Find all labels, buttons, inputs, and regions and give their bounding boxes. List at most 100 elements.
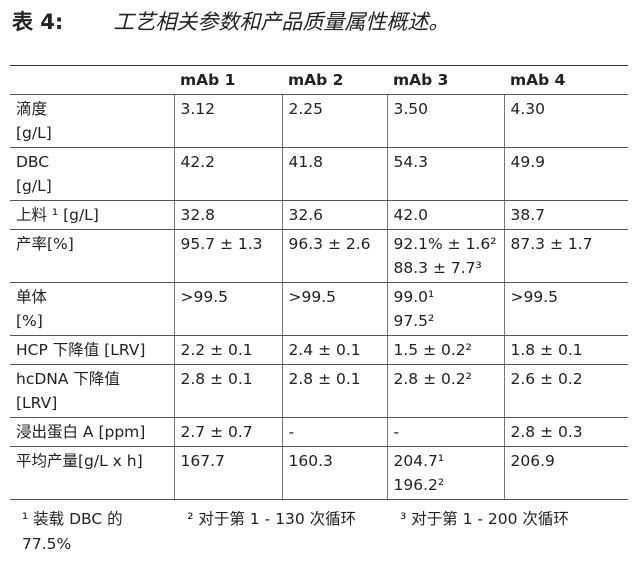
- table-row: hcDNA 下降值 [LRV] 2.8 ± 0.1 2.8 ± 0.1 2.8 ± 0.…: [10, 364, 628, 418]
- cell-line: [%]: [16, 312, 43, 330]
- table: mAb 1 mAb 2 mAb 3 mAb 4 滴度 [g/L] 3.12 2.25 3.50…: [10, 65, 628, 500]
- table-row: 单体 [%] >99.5 >99.5 99.0¹ 97.5² >99.5: [10, 282, 628, 336]
- cell-line: 42.0: [393, 206, 429, 224]
- column-header: mAb 2: [282, 65, 387, 95]
- cell-line: 2.7 ± 0.7: [180, 423, 253, 441]
- table-cell: 2.25: [281, 94, 387, 148]
- table-cell: hcDNA 下降值 [LRV]: [10, 364, 174, 418]
- cell-line: 1.5 ± 0.2²: [393, 341, 472, 359]
- table-label: 表 4:: [12, 10, 64, 34]
- cell-line: ¹ 装载 DBC 的: [22, 510, 123, 528]
- cell-line: 87.3 ± 1.7: [510, 235, 593, 253]
- table-cell: 87.3 ± 1.7: [503, 229, 628, 283]
- cell-line: 204.7¹: [393, 452, 445, 470]
- table-cell: 2.8 ± 0.3: [503, 417, 628, 447]
- cell-line: 54.3: [393, 153, 429, 171]
- table-row: 产率[%] 95.7 ± 1.3 96.3 ± 2.6 92.1% ± 1.6² 88.…: [10, 229, 628, 283]
- cell-line: hcDNA 下降值: [16, 370, 120, 388]
- cell-line: 4.30: [510, 100, 546, 118]
- cell-line: 上料 ¹ [g/L]: [16, 206, 99, 224]
- table-cell: HCP 下降值 [LRV]: [10, 335, 174, 365]
- table-cell: 1.8 ± 0.1: [503, 335, 628, 365]
- footnote: ³ 对于第 1 - 200 次循环: [388, 507, 628, 557]
- table-cell: 206.9: [503, 446, 628, 500]
- table-cell: 49.9: [503, 147, 628, 201]
- table-body: 滴度 [g/L] 3.12 2.25 3.50 4.30 DBC [g/L] 42.2 41.8 5…: [10, 94, 628, 500]
- table-cell: 2.8 ± 0.1: [281, 364, 387, 418]
- footnotes: ¹ 装载 DBC 的 77.5% ² 对于第 1 - 130 次循环 ³ 对于第 1 …: [10, 507, 628, 557]
- cell-line: 38.7: [510, 206, 546, 224]
- table-cell: 4.30: [503, 94, 628, 148]
- table-cell: 38.7: [503, 200, 628, 230]
- table-cell: 滴度 [g/L]: [10, 94, 174, 148]
- cell-line: 3.50: [393, 100, 429, 118]
- table-cell: -: [281, 417, 387, 447]
- cell-line: ³ 对于第 1 - 200 次循环: [400, 510, 569, 528]
- table-title: 工艺相关参数和产品质量属性概述。: [113, 10, 450, 34]
- table-cell: 产率[%]: [10, 229, 174, 283]
- cell-line: 3.12: [180, 100, 216, 118]
- cell-line: 2.2 ± 0.1: [180, 341, 253, 359]
- column-header: mAb 3: [387, 65, 504, 95]
- cell-line: 产率[%]: [16, 235, 74, 253]
- cell-line: 32.6: [288, 206, 324, 224]
- cell-line: 2.8 ± 0.1: [180, 370, 253, 388]
- table-cell: 32.6: [281, 200, 387, 230]
- table-cell: 2.8 ± 0.1: [173, 364, 282, 418]
- table-cell: 95.7 ± 1.3: [173, 229, 282, 283]
- cell-line: 99.0¹: [393, 288, 435, 306]
- table-cell: 2.4 ± 0.1: [281, 335, 387, 365]
- table-cell: 32.8: [173, 200, 282, 230]
- column-header: mAb 1: [174, 65, 282, 95]
- header-row: mAb 1 mAb 2 mAb 3 mAb 4: [10, 65, 628, 95]
- cell-line: 2.6 ± 0.2: [510, 370, 583, 388]
- table-cell: 单体 [%]: [10, 282, 174, 336]
- cell-line: 77.5%: [22, 535, 72, 553]
- cell-line: 196.2²: [393, 476, 445, 494]
- table-cell: 3.50: [386, 94, 504, 148]
- table-cell: 2.6 ± 0.2: [503, 364, 628, 418]
- cell-line: 88.3 ± 7.7³: [393, 259, 482, 277]
- table-cell: 3.12: [173, 94, 282, 148]
- cell-line: 92.1% ± 1.6²: [393, 235, 497, 253]
- cell-line: HCP 下降值 [LRV]: [16, 341, 146, 359]
- table-cell: >99.5: [503, 282, 628, 336]
- table-row: 浸出蛋白 A [ppm] 2.7 ± 0.7 - - 2.8 ± 0.3: [10, 417, 628, 447]
- table-cell: 160.3: [281, 446, 387, 500]
- cell-line: 95.7 ± 1.3: [180, 235, 263, 253]
- cell-line: 160.3: [288, 452, 333, 470]
- table-cell: 1.5 ± 0.2²: [386, 335, 504, 365]
- cell-line: 平均产量[g/L x h]: [16, 452, 143, 470]
- table-cell: -: [386, 417, 504, 447]
- cell-line: 2.8 ± 0.3: [510, 423, 583, 441]
- table-cell: 平均产量[g/L x h]: [10, 446, 174, 500]
- table-cell: 92.1% ± 1.6² 88.3 ± 7.7³: [386, 229, 504, 283]
- cell-line: 滴度: [16, 100, 48, 118]
- cell-line: 41.8: [288, 153, 324, 171]
- cell-line: >99.5: [288, 288, 337, 306]
- table-cell: 96.3 ± 2.6: [281, 229, 387, 283]
- table-row: HCP 下降值 [LRV] 2.2 ± 0.1 2.4 ± 0.1 1.5 ± 0.2…: [10, 335, 628, 365]
- cell-line: 2.4 ± 0.1: [288, 341, 361, 359]
- cell-line: 167.7: [180, 452, 225, 470]
- table-row: 上料 ¹ [g/L] 32.8 32.6 42.0 38.7: [10, 200, 628, 230]
- cell-line: -: [393, 423, 400, 441]
- footnote: ² 对于第 1 - 130 次循环: [175, 507, 388, 557]
- cell-line: 42.2: [180, 153, 216, 171]
- table-cell: >99.5: [281, 282, 387, 336]
- table-cell: 上料 ¹ [g/L]: [10, 200, 174, 230]
- cell-line: 1.8 ± 0.1: [510, 341, 583, 359]
- table-row: 滴度 [g/L] 3.12 2.25 3.50 4.30: [10, 94, 628, 148]
- table-cell: 2.2 ± 0.1: [173, 335, 282, 365]
- cell-line: [LRV]: [16, 394, 58, 412]
- table-row: DBC [g/L] 42.2 41.8 54.3 49.9: [10, 147, 628, 201]
- cell-line: 2.25: [288, 100, 324, 118]
- column-header: [10, 65, 174, 95]
- table-cell: 42.2: [173, 147, 282, 201]
- cell-line: >99.5: [510, 288, 559, 306]
- table-cell: 42.0: [386, 200, 504, 230]
- table-cell: 2.7 ± 0.7: [173, 417, 282, 447]
- cell-line: -: [288, 423, 295, 441]
- table-cell: 167.7: [173, 446, 282, 500]
